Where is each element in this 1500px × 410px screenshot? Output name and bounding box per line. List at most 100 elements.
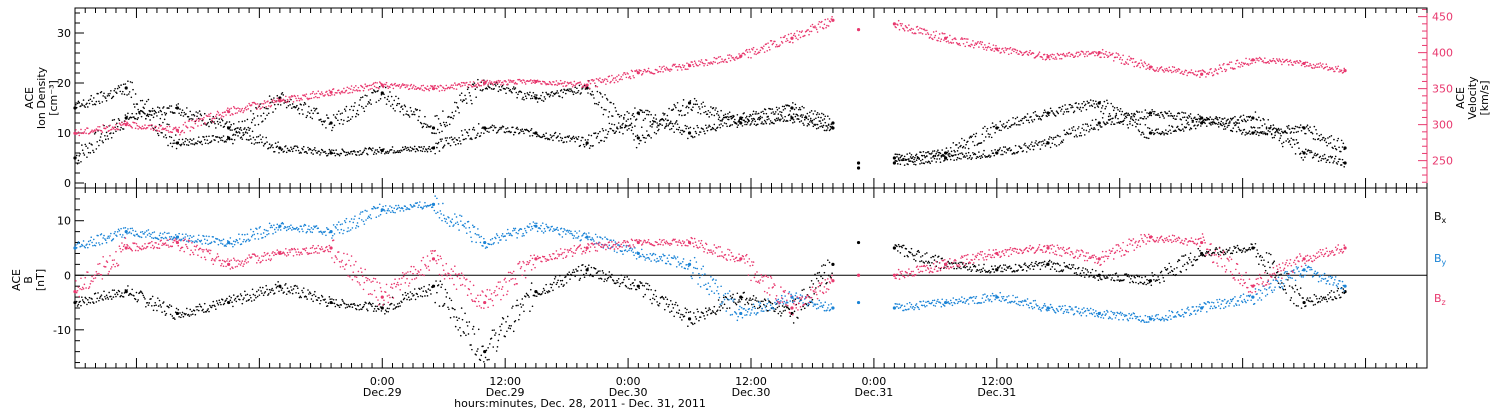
top-point	[284, 100, 286, 103]
top-point	[1258, 59, 1260, 62]
top-point	[504, 88, 506, 90]
top-point	[572, 93, 575, 96]
top-point	[621, 124, 623, 126]
top-point	[186, 126, 189, 129]
top-point	[914, 163, 917, 166]
top-point	[1275, 58, 1278, 60]
top-point	[502, 83, 505, 86]
top-point	[190, 126, 192, 128]
top-point	[437, 118, 440, 120]
top-point	[374, 91, 377, 93]
top-point	[713, 56, 716, 59]
top-point	[748, 120, 751, 122]
top-point	[1077, 51, 1080, 54]
top-point	[469, 95, 471, 97]
top-point	[193, 120, 196, 123]
top-point	[193, 114, 196, 117]
top-point	[409, 146, 412, 148]
top-point	[337, 119, 339, 122]
top-point	[902, 28, 905, 30]
top-point	[581, 88, 583, 90]
top-point	[1245, 131, 1247, 134]
top-point	[1236, 59, 1239, 62]
top-point	[82, 99, 85, 101]
top-point	[1048, 54, 1050, 57]
top-point	[687, 137, 689, 140]
top-point	[1140, 59, 1142, 62]
top-point	[466, 132, 469, 134]
top-point	[233, 107, 236, 109]
top-point	[389, 91, 391, 93]
top-point	[157, 127, 160, 129]
top-point	[634, 107, 636, 109]
top-point	[608, 110, 611, 113]
top-point	[1239, 116, 1241, 119]
top-point	[1109, 118, 1112, 121]
top-point	[964, 147, 967, 149]
top-point	[221, 118, 223, 121]
top-point	[272, 111, 274, 113]
top-point	[1328, 68, 1330, 71]
top-point	[461, 100, 464, 103]
top-point	[232, 142, 234, 145]
top-point	[158, 107, 161, 109]
bottom-point	[84, 296, 87, 299]
top-point	[923, 162, 926, 165]
top-point	[84, 143, 87, 146]
top-point	[806, 125, 809, 127]
top-point	[605, 97, 608, 100]
top-point	[1117, 117, 1119, 120]
top-point	[244, 107, 246, 110]
top-point	[827, 25, 830, 27]
bottom-point	[534, 290, 538, 294]
top-point	[969, 45, 972, 48]
top-point	[710, 128, 713, 131]
top-point	[1185, 126, 1188, 129]
top-point	[431, 132, 434, 134]
top-point	[1049, 54, 1052, 56]
top-point	[147, 98, 150, 101]
top-point	[736, 113, 739, 116]
top-point	[421, 150, 424, 153]
top-point	[932, 155, 935, 158]
top-point	[460, 129, 463, 132]
top-point	[1014, 117, 1017, 120]
top-point	[514, 87, 517, 89]
top-point	[1167, 70, 1170, 73]
top-point	[366, 103, 369, 105]
top-point	[1235, 130, 1238, 133]
top-point	[697, 64, 699, 67]
top-point	[1042, 114, 1044, 117]
top-point	[1062, 52, 1065, 55]
top-point	[84, 106, 87, 108]
top-point	[333, 94, 336, 96]
top-point	[405, 84, 407, 86]
bottom-point	[112, 296, 115, 298]
top-point	[764, 121, 767, 123]
top-point	[395, 104, 398, 107]
top-point	[1320, 133, 1322, 136]
top-point	[151, 124, 153, 126]
top-point	[453, 114, 455, 117]
top-point	[151, 127, 154, 129]
top-point	[245, 138, 248, 141]
top-point	[1031, 120, 1034, 123]
x-axis-ticks: 0:00Dec.2912:00Dec.290:00Dec.3012:00Dec.…	[74, 8, 1428, 399]
top-point	[417, 119, 419, 122]
top-point	[1305, 125, 1308, 128]
top-point	[648, 110, 651, 113]
top-point	[795, 106, 798, 109]
top-point	[1331, 156, 1334, 158]
top-point	[1196, 118, 1199, 121]
top-point	[726, 125, 728, 128]
top-point	[559, 79, 562, 82]
top-point	[684, 124, 687, 127]
top-point	[1288, 140, 1291, 142]
top-point	[584, 88, 587, 90]
top-point	[981, 133, 984, 136]
top-point	[370, 103, 372, 105]
top-point	[585, 141, 589, 145]
top-point	[175, 106, 180, 110]
top-point	[673, 103, 675, 106]
top-point	[569, 140, 571, 142]
